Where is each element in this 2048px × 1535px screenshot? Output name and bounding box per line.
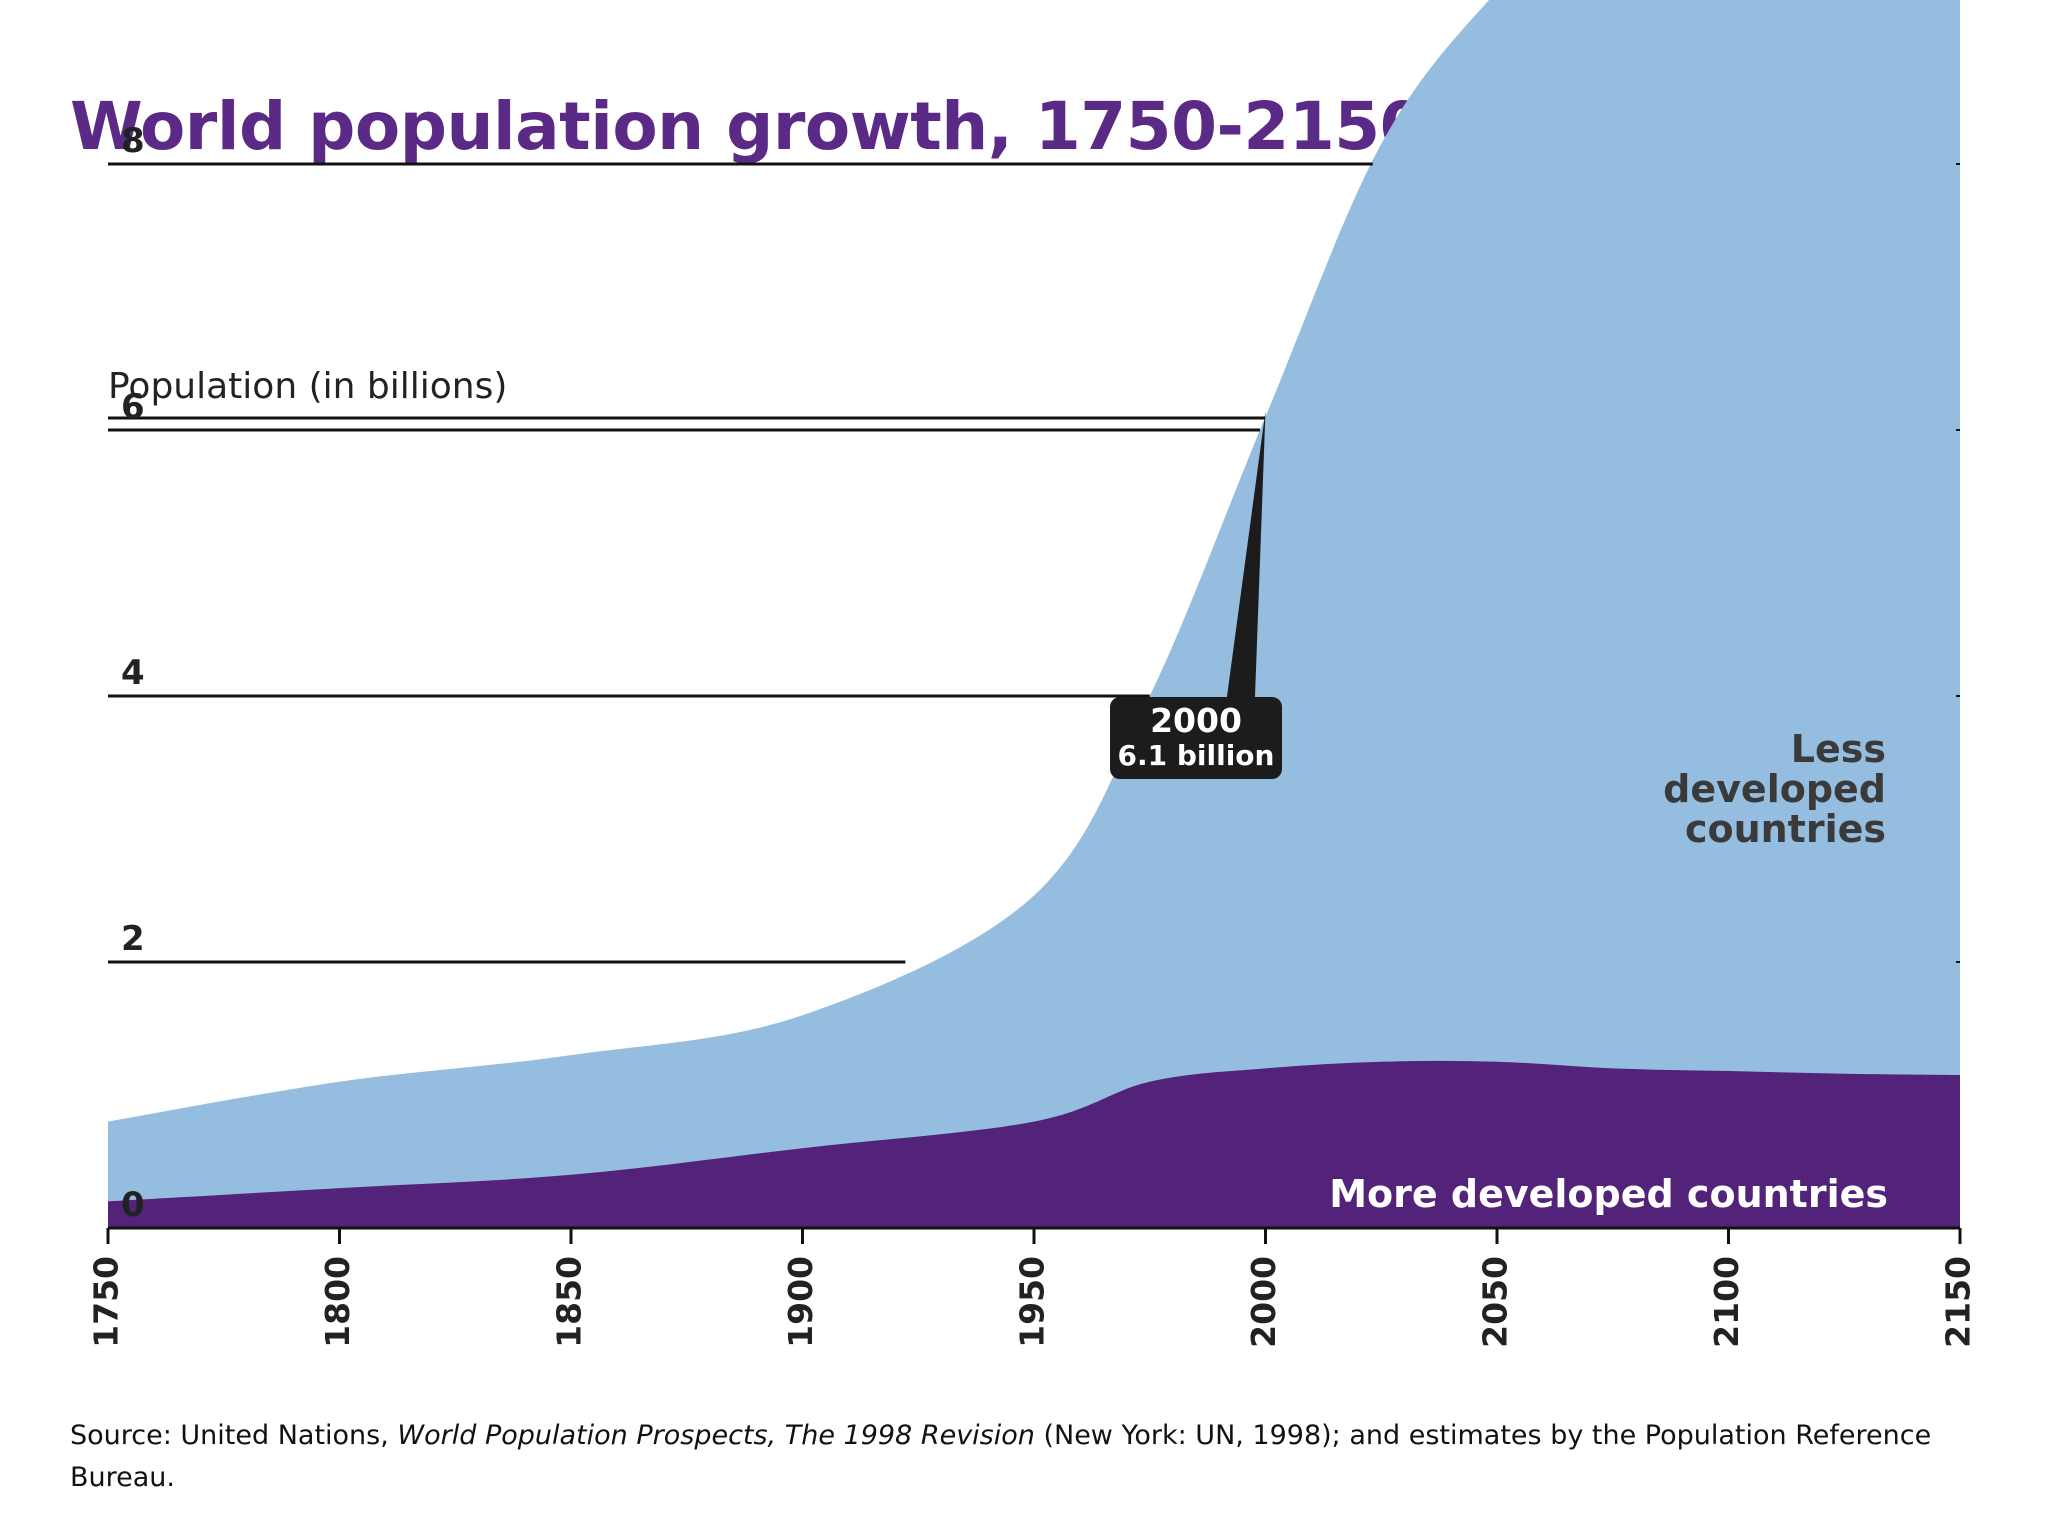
x-tick-label: 1850 (550, 1256, 589, 1348)
x-tick-label: 1750 (87, 1256, 126, 1348)
y-tick-label: 2 (121, 919, 145, 959)
x-tick-label: 1950 (1013, 1256, 1052, 1348)
area-more-developed (108, 1060, 1960, 1228)
source-text-rest: (New York: UN, 1998); and estimates by t… (70, 1420, 1932, 1493)
callout-value: 6.1 billion (1118, 739, 1275, 772)
y-tick-label: 6 (121, 387, 145, 427)
chart-title: World population growth, 1750-2150 (70, 88, 1426, 165)
y-axis-title: Population (in billions) (108, 366, 507, 407)
callout-pointer (1216, 410, 1266, 778)
x-tick-label: 1800 (318, 1256, 357, 1348)
series-label-less-developed: Less (1791, 727, 1886, 771)
y-tick-label: 4 (121, 653, 145, 693)
series-label-more-developed: More developed countries (1329, 1172, 1888, 1216)
x-tick-label: 2100 (1707, 1256, 1746, 1348)
y-tick-label: 0 (121, 1185, 145, 1225)
callout-year: 2000 (1150, 701, 1242, 740)
y-tick-label: 8 (121, 121, 145, 161)
area-less-developed (108, 0, 1960, 1228)
x-tick-label: 2050 (1476, 1256, 1515, 1348)
x-tick-label: 2150 (1939, 1256, 1978, 1348)
source-text: Source: United Nations, (70, 1420, 398, 1451)
series-label-less-developed: developed (1663, 767, 1886, 811)
series-label-less-developed: countries (1685, 807, 1886, 851)
source-note: Source: United Nations, World Population… (70, 1415, 1990, 1499)
population-chart: Population (in billions) 0246810 1750180… (87, 0, 1978, 1348)
x-tick-label: 1900 (781, 1256, 820, 1348)
x-tick-label: 2000 (1244, 1256, 1283, 1348)
source-publication: World Population Prospects, The 1998 Rev… (397, 1420, 1035, 1451)
